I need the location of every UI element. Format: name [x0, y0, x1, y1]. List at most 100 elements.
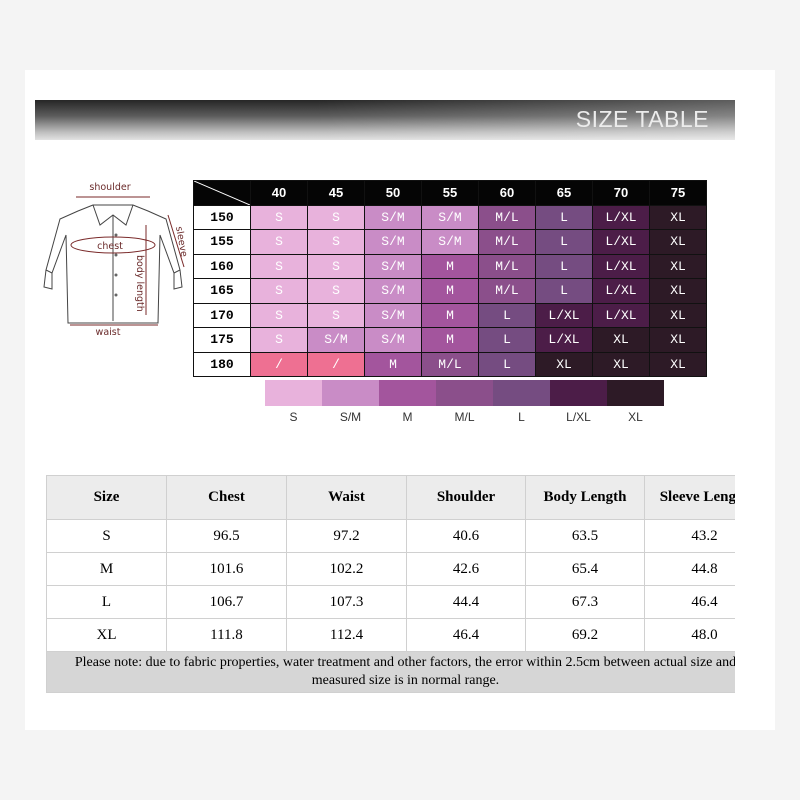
size-cell: L	[478, 302, 536, 328]
size-cell: S/M	[421, 229, 479, 255]
table-cell: 65.4	[525, 552, 645, 586]
table-cell: L	[46, 585, 167, 619]
size-cell: S/M	[364, 253, 422, 279]
column-header: Chest	[166, 475, 287, 520]
table-cell: 46.4	[406, 618, 526, 652]
size-cell: M/L	[478, 229, 536, 255]
size-cell: S	[307, 229, 365, 255]
table: Size Chest Waist Shoulder Body Length Sleeve …	[46, 475, 735, 693]
column-header: 50	[364, 180, 422, 206]
table-cell: 69.2	[525, 618, 645, 652]
size-cell: M	[421, 278, 479, 304]
size-cell: S	[307, 302, 365, 328]
column-header: Sleeve Length	[644, 475, 735, 520]
table-cell: 42.6	[406, 552, 526, 586]
size-cell: S	[250, 278, 308, 304]
row-header: 150	[193, 204, 251, 230]
legend-swatch	[379, 380, 436, 406]
size-cell: M	[421, 302, 479, 328]
table-cell: 112.4	[286, 618, 407, 652]
shirt-diagram: shoulder chest sleeve body length waist	[43, 182, 189, 338]
size-cell: /	[250, 351, 308, 377]
column-header: Size	[46, 475, 167, 520]
legend-label: S/M	[339, 410, 362, 424]
row-header: 160	[193, 253, 251, 279]
column-header: Waist	[286, 475, 407, 520]
column-header: 70	[592, 180, 650, 206]
table-cell: 44.4	[406, 585, 526, 619]
table-cell: 107.3	[286, 585, 407, 619]
row-header: 180	[193, 351, 251, 377]
header-bar: SIZE TABLE	[35, 100, 735, 140]
corner-cell	[193, 180, 251, 206]
size-cell: M/L	[478, 253, 536, 279]
table-cell: 102.2	[286, 552, 407, 586]
size-cell: M/L	[478, 204, 536, 230]
legend-swatch	[493, 380, 550, 406]
size-cell: S	[307, 204, 365, 230]
size-cell: XL	[649, 278, 707, 304]
size-cell: L	[478, 351, 536, 377]
column-header: 65	[535, 180, 593, 206]
measurement-table: Size Chest Waist Shoulder Body Length Sleeve …	[46, 475, 735, 693]
size-cell: S/M	[364, 302, 422, 328]
column-header: Shoulder	[406, 475, 526, 520]
size-cell: S/M	[364, 229, 422, 255]
size-cell: L	[535, 204, 593, 230]
size-cell: S/M	[364, 204, 422, 230]
size-cell: XL	[649, 253, 707, 279]
table-cell: 106.7	[166, 585, 287, 619]
legend-swatch	[436, 380, 493, 406]
table-body: S 96.5 97.2 40.6 63.5 43.2 M 101.6 102.2 42.6 65.4…	[46, 519, 735, 693]
size-cell: XL	[535, 351, 593, 377]
size-cell: L/XL	[592, 302, 650, 328]
table-cell: 44.8	[644, 552, 735, 586]
diagram-label: sleeve	[173, 226, 189, 258]
size-cell: /	[307, 351, 365, 377]
table-cell: M	[46, 552, 167, 586]
table-row: L 106.7 107.3 44.4 67.3 46.4	[46, 585, 735, 619]
size-cell: M	[364, 351, 422, 377]
header-row: Size Chest Waist Shoulder Body Length Sleeve …	[46, 475, 735, 520]
legend-swatch	[265, 380, 322, 406]
column-header: Body Length	[525, 475, 645, 520]
note: Please note: due to fabric properties, w…	[46, 651, 735, 693]
legend-label: S	[289, 410, 298, 424]
size-cell: XL	[649, 351, 707, 377]
column-header: 45	[307, 180, 365, 206]
size-cell: M	[421, 327, 479, 353]
row-header: 175	[193, 327, 251, 353]
table-cell: 46.4	[644, 585, 735, 619]
table-cell: 48.0	[644, 618, 735, 652]
diagram-label: waist	[96, 327, 121, 338]
size-cell: XL	[649, 204, 707, 230]
size-cell: L/XL	[535, 327, 593, 353]
table-cell: 101.6	[166, 552, 287, 586]
table-row: XL 111.8 112.4 46.4 69.2 48.0	[46, 618, 735, 652]
table-cell: 63.5	[525, 519, 645, 553]
size-cell: S	[250, 229, 308, 255]
legend-label: L	[518, 410, 525, 424]
size-cell: L/XL	[592, 204, 650, 230]
size-cell: S/M	[421, 204, 479, 230]
legend-swatch	[550, 380, 607, 406]
legend-label: M/L	[454, 410, 475, 424]
table-row: S 96.5 97.2 40.6 63.5 43.2	[46, 519, 735, 553]
size-cell: S	[307, 278, 365, 304]
table-cell: 43.2	[644, 519, 735, 553]
legend-swatch	[322, 380, 379, 406]
size-cell: XL	[592, 327, 650, 353]
table-cell: 67.3	[525, 585, 645, 619]
size-cell: S/M	[364, 327, 422, 353]
legend-label: L/XL	[566, 410, 591, 424]
size-cell: S	[250, 302, 308, 328]
size-cell: M	[421, 253, 479, 279]
table-cell: S	[46, 519, 167, 553]
column-header: 55	[421, 180, 479, 206]
size-cell: L/XL	[592, 253, 650, 279]
note-row: Please note: due to fabric properties, w…	[46, 651, 735, 693]
diagram-label: chest	[97, 241, 123, 252]
size-cell: L	[535, 229, 593, 255]
legend-swatch	[607, 380, 664, 406]
